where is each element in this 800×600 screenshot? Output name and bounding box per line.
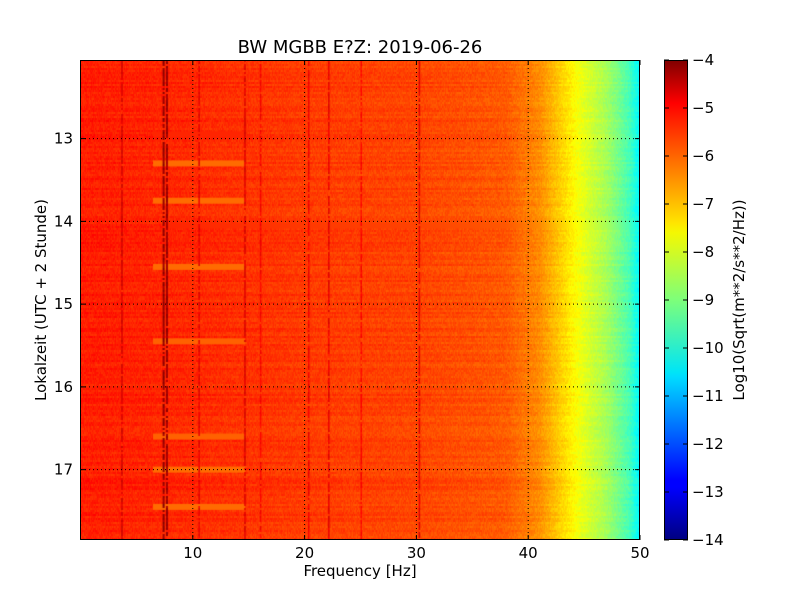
x-tick-label: 40 [519,544,538,562]
colorbar-tick-label: −4 [692,51,714,69]
colorbar-tick-label: −14 [692,531,724,549]
y-tick-label: 17 [54,461,73,479]
x-tick-label: 50 [630,544,649,562]
y-tick-label: 15 [54,295,73,313]
chart-title: BW MGBB E?Z: 2019-06-26 [238,37,483,58]
y-axis: 13 14 15 16 17 [54,130,640,479]
colorbar-tick-label: −13 [692,483,724,501]
x-tick-label: 10 [183,544,202,562]
colorbar-tick-label: −12 [692,435,724,453]
colorbar-tick-label: −10 [692,339,724,357]
y-tick-label: 16 [54,378,73,396]
x-tick-label: 20 [295,544,314,562]
x-tick-label: 30 [407,544,426,562]
colorbar-tick-label: −7 [692,195,714,213]
colorbar-label: Log10(Sqrt(m**2/s**2/Hz)) [730,199,748,400]
colorbar-tick-label: −9 [692,291,714,309]
colorbar-axis: −4 −5 −6 −7 −8 −9 −10 −11 −12 −13 −14 [664,51,724,549]
colorbar-tick-label: −11 [692,387,724,405]
plot-frame [80,60,640,540]
y-axis-label: Lokalzeit (UTC + 2 Stunde) [32,199,50,401]
heatmap-area [81,60,640,540]
x-axis-label: Frequency [Hz] [303,562,416,580]
colorbar-tick-label: −5 [692,99,714,117]
y-tick-label: 14 [54,212,73,230]
colorbar-tick-label: −8 [692,243,714,261]
grid-lines [81,60,640,540]
x-axis: 10 20 30 40 50 [183,60,650,562]
y-tick-label: 13 [54,130,73,148]
heatmap-image [81,60,640,540]
colorbar-tick-label: −6 [692,147,714,165]
